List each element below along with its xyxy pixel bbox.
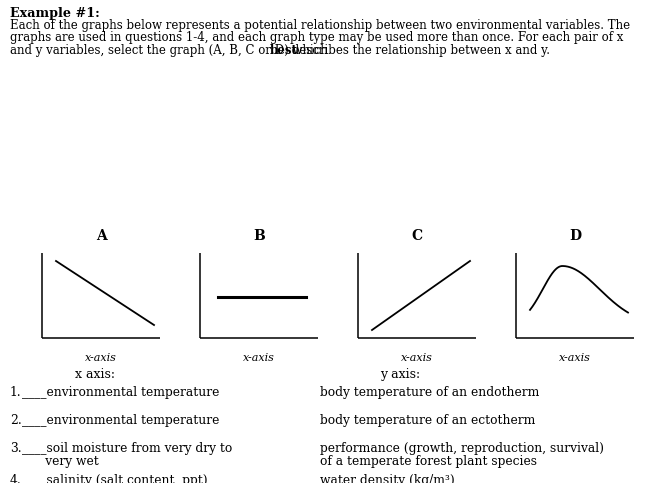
Text: 2.: 2.	[10, 414, 22, 427]
Text: 1.: 1.	[10, 386, 22, 399]
Text: best: best	[269, 44, 298, 57]
Text: x-axis: x-axis	[401, 353, 433, 363]
Text: D: D	[569, 229, 581, 243]
Text: ____salinity (salt content, ppt): ____salinity (salt content, ppt)	[22, 474, 208, 483]
Text: x-axis: x-axis	[85, 353, 117, 363]
Text: x axis:: x axis:	[75, 368, 115, 381]
Text: graphs are used in questions 1-4, and each graph type may be used more than once: graphs are used in questions 1-4, and ea…	[10, 31, 624, 44]
Text: x-axis: x-axis	[559, 353, 591, 363]
Text: performance (growth, reproduction, survival): performance (growth, reproduction, survi…	[320, 442, 604, 455]
Text: ____environmental temperature: ____environmental temperature	[22, 414, 219, 427]
Text: A: A	[96, 229, 106, 243]
Text: x-axis: x-axis	[243, 353, 275, 363]
Text: body temperature of an endotherm: body temperature of an endotherm	[320, 386, 539, 399]
Text: 3.: 3.	[10, 442, 22, 455]
Text: B: B	[253, 229, 265, 243]
Text: y axis:: y axis:	[380, 368, 420, 381]
Text: of a temperate forest plant species: of a temperate forest plant species	[320, 455, 537, 468]
Text: Each of the graphs below represents a potential relationship between two environ: Each of the graphs below represents a po…	[10, 19, 630, 32]
Text: ____soil moisture from very dry to: ____soil moisture from very dry to	[22, 442, 232, 455]
Text: C: C	[411, 229, 422, 243]
Text: 4.: 4.	[10, 474, 22, 483]
Text: water density (kg/m³): water density (kg/m³)	[320, 474, 455, 483]
Text: Example #1:: Example #1:	[10, 7, 100, 20]
Text: very wet: very wet	[22, 455, 99, 468]
Text: body temperature of an ectotherm: body temperature of an ectotherm	[320, 414, 535, 427]
Text: and y variables, select the graph (A, B, C or D) which: and y variables, select the graph (A, B,…	[10, 44, 331, 57]
Text: ____environmental temperature: ____environmental temperature	[22, 386, 219, 399]
Text: describes the relationship between x and y.: describes the relationship between x and…	[288, 44, 550, 57]
